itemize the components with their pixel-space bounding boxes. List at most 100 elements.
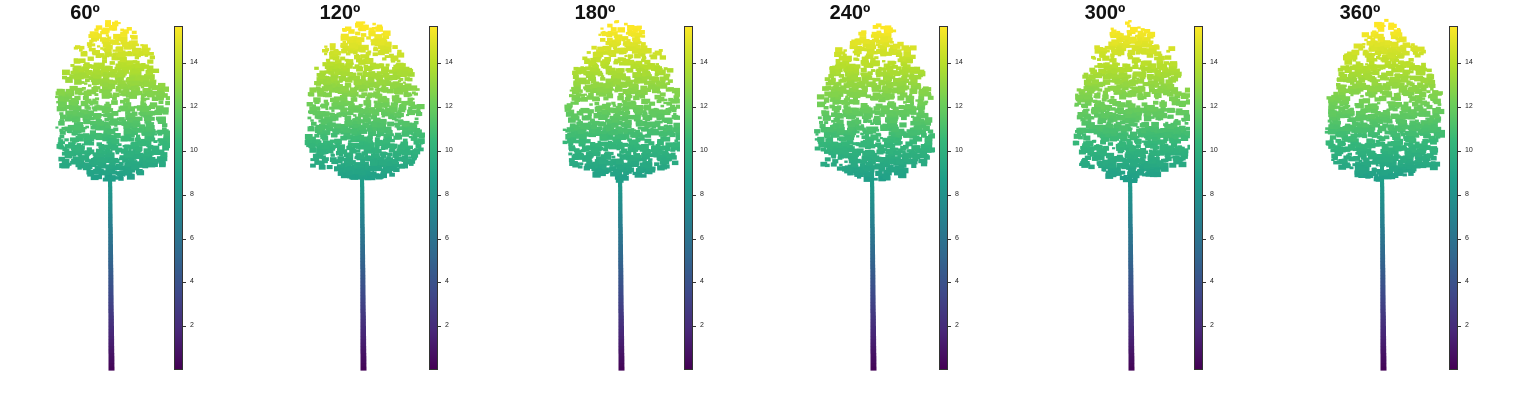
crown-point — [118, 90, 123, 94]
crown-point — [372, 52, 378, 57]
crown-point — [126, 84, 130, 87]
crown-point — [323, 75, 330, 80]
crown-point — [123, 159, 129, 163]
crown-point — [59, 112, 64, 116]
crown-point — [588, 160, 593, 163]
crown-point — [879, 45, 885, 50]
trunk-segment — [870, 291, 876, 296]
crown-point — [120, 83, 126, 87]
crown-point — [412, 133, 417, 137]
crown-point — [149, 102, 158, 108]
crown-point — [396, 112, 402, 116]
crown-point — [383, 112, 388, 116]
trunk-segment — [870, 210, 875, 215]
crown-point — [597, 126, 603, 131]
panel-title: 180º — [574, 2, 616, 24]
trunk-segment — [618, 193, 623, 198]
crown-point — [90, 125, 96, 130]
crown-point — [617, 165, 624, 170]
crown-point — [104, 154, 111, 159]
trunk-segment — [618, 251, 623, 256]
crown-point — [342, 41, 347, 44]
crown-point — [840, 86, 846, 91]
trunk-segment — [108, 217, 113, 222]
trunk-segment — [1128, 312, 1134, 317]
crown-point — [878, 80, 885, 86]
crown-point — [635, 130, 641, 134]
crown-point — [637, 126, 642, 130]
trunk-segment — [870, 308, 876, 313]
trunk-segment — [870, 183, 875, 188]
crown-point — [158, 132, 163, 136]
crown-point — [616, 130, 624, 136]
trunk-segment — [360, 315, 366, 320]
crown-point — [657, 140, 664, 146]
crown-point — [824, 163, 830, 168]
crown-point — [101, 170, 109, 176]
crown-point — [574, 78, 580, 82]
crown-point — [95, 97, 100, 101]
crown-point — [637, 158, 642, 162]
crown-point — [820, 147, 827, 152]
crown-point — [314, 66, 319, 70]
crown-point — [660, 136, 666, 141]
trunk-segment — [870, 227, 875, 232]
crown-point — [146, 65, 154, 71]
crown-point — [872, 61, 880, 67]
trunk-segment — [108, 308, 114, 313]
crown-point — [675, 134, 680, 141]
crown-point — [820, 161, 828, 167]
crown-point — [666, 68, 671, 72]
crown-point — [58, 156, 65, 162]
crown-point — [612, 42, 619, 47]
crown-point — [612, 162, 617, 166]
tree-point-cloud — [55, 20, 170, 371]
crown-point — [903, 47, 911, 53]
crown-point — [652, 130, 660, 136]
crown-point — [309, 106, 317, 112]
crown-point — [141, 93, 147, 97]
crown-point — [881, 92, 888, 98]
crown-point — [885, 82, 894, 88]
crown-point — [107, 152, 115, 158]
crown-point — [370, 72, 376, 77]
colorbar-tick-label: 8 — [190, 190, 194, 198]
crown-point — [567, 113, 572, 117]
crown-point — [381, 33, 385, 36]
crown-point — [625, 150, 632, 155]
crown-point — [831, 112, 838, 117]
trunk-segment — [618, 190, 623, 194]
crown-point — [598, 106, 603, 110]
crown-point — [596, 68, 601, 72]
crown-point — [403, 147, 410, 152]
crown-point — [852, 130, 856, 134]
crown-point — [886, 81, 890, 84]
crown-point — [140, 138, 145, 142]
crown-point — [666, 73, 671, 77]
crown-point — [417, 138, 425, 144]
crown-point — [394, 122, 401, 127]
crown-point — [345, 63, 353, 69]
crown-point — [95, 148, 102, 153]
crown-point — [356, 164, 364, 170]
crown-point — [581, 116, 586, 120]
trunk-segment — [360, 196, 365, 201]
trunk-segment — [108, 254, 114, 259]
crown-point — [591, 68, 596, 72]
crown-point — [345, 152, 354, 158]
crown-point — [915, 99, 919, 102]
crown-point — [602, 142, 608, 146]
crown-point — [650, 63, 654, 66]
crown-point — [927, 95, 934, 100]
crown-point — [82, 67, 89, 71]
crown-point — [366, 138, 373, 144]
crown-point — [603, 96, 609, 101]
crown-point — [403, 127, 408, 132]
crown-point — [131, 35, 138, 40]
crown-point — [120, 80, 126, 84]
crown-point — [146, 97, 150, 100]
trunk-segment — [1128, 203, 1133, 208]
crown-point — [627, 132, 632, 135]
crown-point — [578, 143, 583, 146]
crown-point — [92, 36, 99, 40]
